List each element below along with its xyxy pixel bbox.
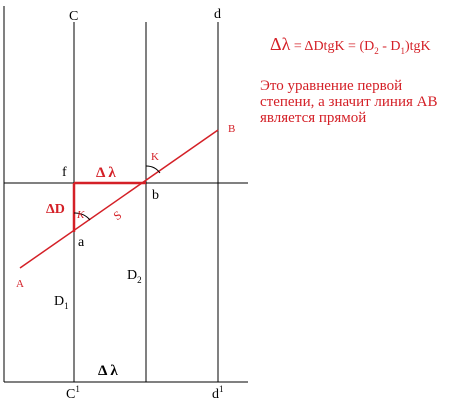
label-point-upper-b: B	[228, 123, 235, 135]
label-d2: D2	[127, 268, 142, 285]
label-d1-main: D	[54, 294, 64, 309]
explanation-note: Это уравнение первой степени, а значит л…	[260, 78, 438, 126]
label-angle-k-top: K	[151, 151, 159, 163]
formula-tail: )tgK	[405, 39, 431, 54]
label-point-b: b	[152, 188, 159, 203]
label-d2-sub: 2	[137, 275, 142, 285]
label-bottom-c: C1	[66, 384, 80, 402]
label-segment-s: S	[111, 208, 125, 223]
formula-mid: - D	[378, 39, 401, 54]
angle-arc-k-mid	[73, 212, 91, 221]
label-delta-lambda-bottom: Δ λ	[98, 363, 118, 379]
formula-sub-1: 1	[400, 45, 406, 56]
label-point-a: a	[78, 235, 85, 250]
label-delta-d: ΔD	[46, 202, 65, 217]
label-bottom-c-main: C	[66, 387, 75, 402]
line-ab	[19, 129, 219, 269]
label-bottom-d-sup: 1	[219, 384, 224, 394]
label-delta-lambda-top: Δ λ	[96, 165, 116, 181]
label-top-c: C	[69, 9, 78, 24]
label-bottom-c-sup: 1	[75, 384, 80, 394]
label-bottom-d-main: d	[212, 387, 219, 402]
label-bottom-d: d1	[212, 384, 224, 402]
label-d1: D1	[54, 294, 69, 311]
label-top-d: d	[214, 7, 221, 22]
label-point-upper-a: A	[16, 278, 24, 290]
label-d1-sub: 1	[64, 301, 69, 311]
formula-eq: = ΔDtgK = (D	[290, 39, 375, 54]
angle-arc-k-top	[145, 165, 161, 174]
label-angle-k-mid: K	[76, 209, 85, 221]
formula: Δλ = ΔDtgK = (D2 - D1)tgK	[270, 34, 431, 56]
formula-lhs: Δλ	[270, 34, 291, 54]
formula-sub-2: 2	[374, 45, 379, 56]
label-point-f: f	[62, 165, 67, 180]
label-d2-main: D	[127, 268, 137, 283]
